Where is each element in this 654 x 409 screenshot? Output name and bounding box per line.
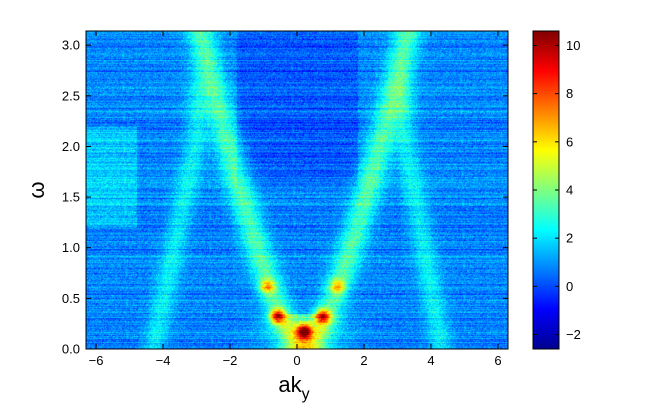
colorbar-tick-label: 2 [566, 231, 573, 246]
x-axis: −6 −4 −2 0 2 4 6 [89, 31, 502, 368]
y-tick-label: 1.5 [62, 190, 80, 205]
x-tick-label: 6 [494, 353, 501, 368]
y-tick-label: 0.5 [62, 291, 80, 306]
colorbar-tick-label: 10 [566, 38, 580, 53]
x-tick-label: 0 [293, 353, 300, 368]
x-tick-label: −2 [223, 353, 238, 368]
colorbar: −2 0 2 4 6 8 10 [532, 30, 581, 350]
colorbar-ticks: −2 0 2 4 6 8 10 [533, 38, 581, 342]
x-tick-label: −6 [89, 353, 104, 368]
colorbar-tick-label: 8 [566, 86, 573, 101]
colorbar-tick-label: 0 [566, 279, 573, 294]
y-tick-label: 0.0 [62, 342, 80, 357]
plot-area [85, 30, 509, 350]
colorbar-tick-label: −2 [566, 327, 581, 342]
heatmap-image [86, 31, 508, 349]
y-axis: 0.0 0.5 1.0 1.5 2.0 2.5 3.0 [62, 38, 508, 357]
y-axis-title: ω [24, 181, 49, 198]
y-tick-label: 1.0 [62, 240, 80, 255]
colorbar-tick-label: 4 [566, 183, 573, 198]
colorbar-tick-label: 6 [566, 134, 573, 149]
x-tick-label: 4 [427, 353, 434, 368]
x-tick-label: 2 [360, 353, 367, 368]
x-tick-label: −4 [156, 353, 171, 368]
y-tick-label: 2.0 [62, 139, 80, 154]
y-tick-label: 2.5 [62, 88, 80, 103]
y-tick-label: 3.0 [62, 38, 80, 53]
x-axis-title: aky [278, 372, 309, 403]
